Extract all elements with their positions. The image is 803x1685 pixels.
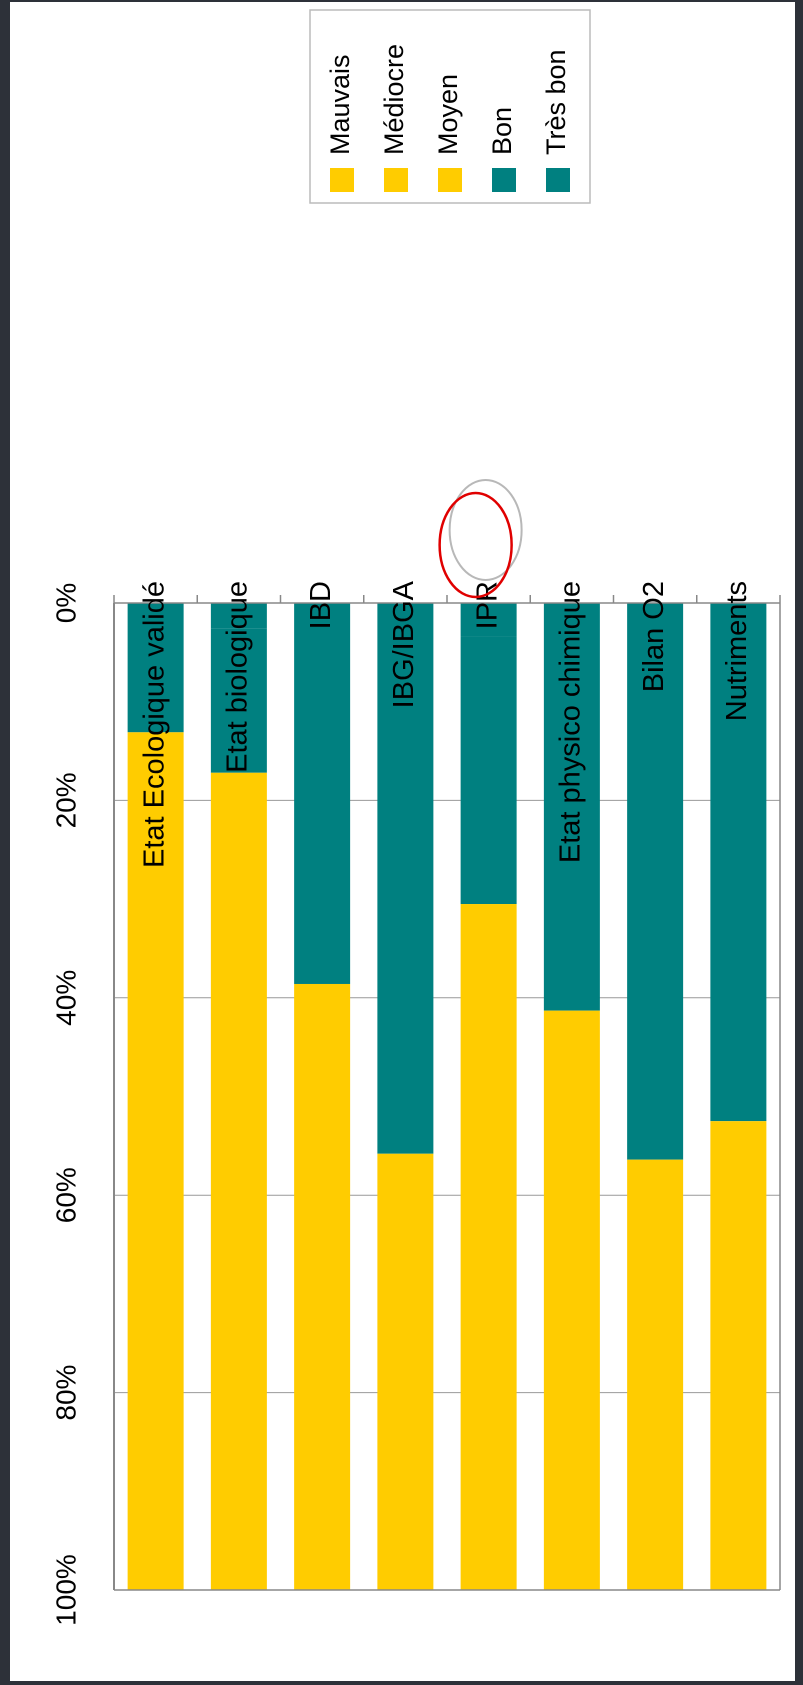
tick-label-80: 80%: [50, 1365, 81, 1421]
bar-segment-etat-biologique-moyen: [210, 772, 267, 1590]
bar-segment-ipr-tres-bon: [460, 603, 517, 637]
bar-segment-ibd-bon: [294, 603, 351, 984]
bar-segment-etat-physico-chimique-bon: [543, 603, 600, 1011]
bar-segment-etat-physico-chimique-moyen: [543, 1010, 600, 1590]
bar-segment-etat-biologique-bon: [210, 628, 267, 773]
bar-segment-etat-ecologique-valide-bon: [127, 603, 184, 733]
bar-segment-nutriments-bon: [710, 603, 767, 1122]
tick-label-0: 0%: [50, 583, 81, 623]
bar-segment-bilan-o2-bon: [627, 603, 684, 1160]
bar-segment-bilan-o2-moyen: [627, 1159, 684, 1590]
legend-swatch-tres-bon: [546, 168, 570, 192]
legend-swatch-mediocre: [384, 168, 408, 192]
legend-label-mauvais: Mauvais: [325, 54, 355, 155]
category-label-bilan-o2: Bilan O2: [638, 581, 670, 692]
bar-segment-ibd-moyen: [294, 983, 351, 1589]
bar-segment-ibd-mauvais: [294, 1588, 351, 1590]
tick-label-100: 100%: [50, 1554, 81, 1626]
bar-segment-etat-ecologique-valide-moyen: [127, 732, 184, 1590]
bar-segment-nutriments-moyen: [710, 1121, 767, 1590]
legend-swatch-bon: [492, 168, 516, 192]
legend-swatch-mauvais: [330, 168, 354, 192]
highlight-ghost-circle: [448, 479, 523, 581]
legend-swatch-moyen: [438, 168, 462, 192]
category-label-etat-physico-chimique: Etat physico chimique: [555, 581, 587, 863]
bar-segment-etat-biologique-tres-bon: [210, 603, 267, 629]
bar-segment-ibg-ibga-moyen: [377, 1153, 434, 1590]
legend-label-mediocre: Médiocre: [379, 44, 409, 155]
bar-segment-ibg-ibga-bon: [377, 603, 434, 1154]
bar-segment-ipr-moyen: [460, 904, 517, 1590]
tick-label-20: 20%: [50, 772, 81, 828]
bar-segment-ipr-bon: [460, 636, 517, 905]
category-label-nutriments: Nutriments: [721, 581, 753, 721]
tick-label-40: 40%: [50, 970, 81, 1026]
highlight-circle: [438, 491, 513, 599]
tick-label-60: 60%: [50, 1167, 81, 1223]
category-label-etat-biologique: Etat biologique: [222, 581, 254, 773]
legend-label-tres-bon: Très bon: [541, 49, 571, 155]
category-label-etat-ecologique-valide: Etat Ecologique validé: [138, 581, 170, 868]
category-label-ipr: IPR: [471, 581, 503, 629]
category-label-ibg-ibga: IBG/IBGA: [388, 580, 420, 708]
legend-label-moyen: Moyen: [433, 74, 463, 155]
category-label-ibd: IBD: [305, 581, 337, 629]
legend: Mauvais Médiocre Moyen Bon Très bon: [309, 9, 591, 204]
legend-label-bon: Bon: [487, 107, 517, 155]
